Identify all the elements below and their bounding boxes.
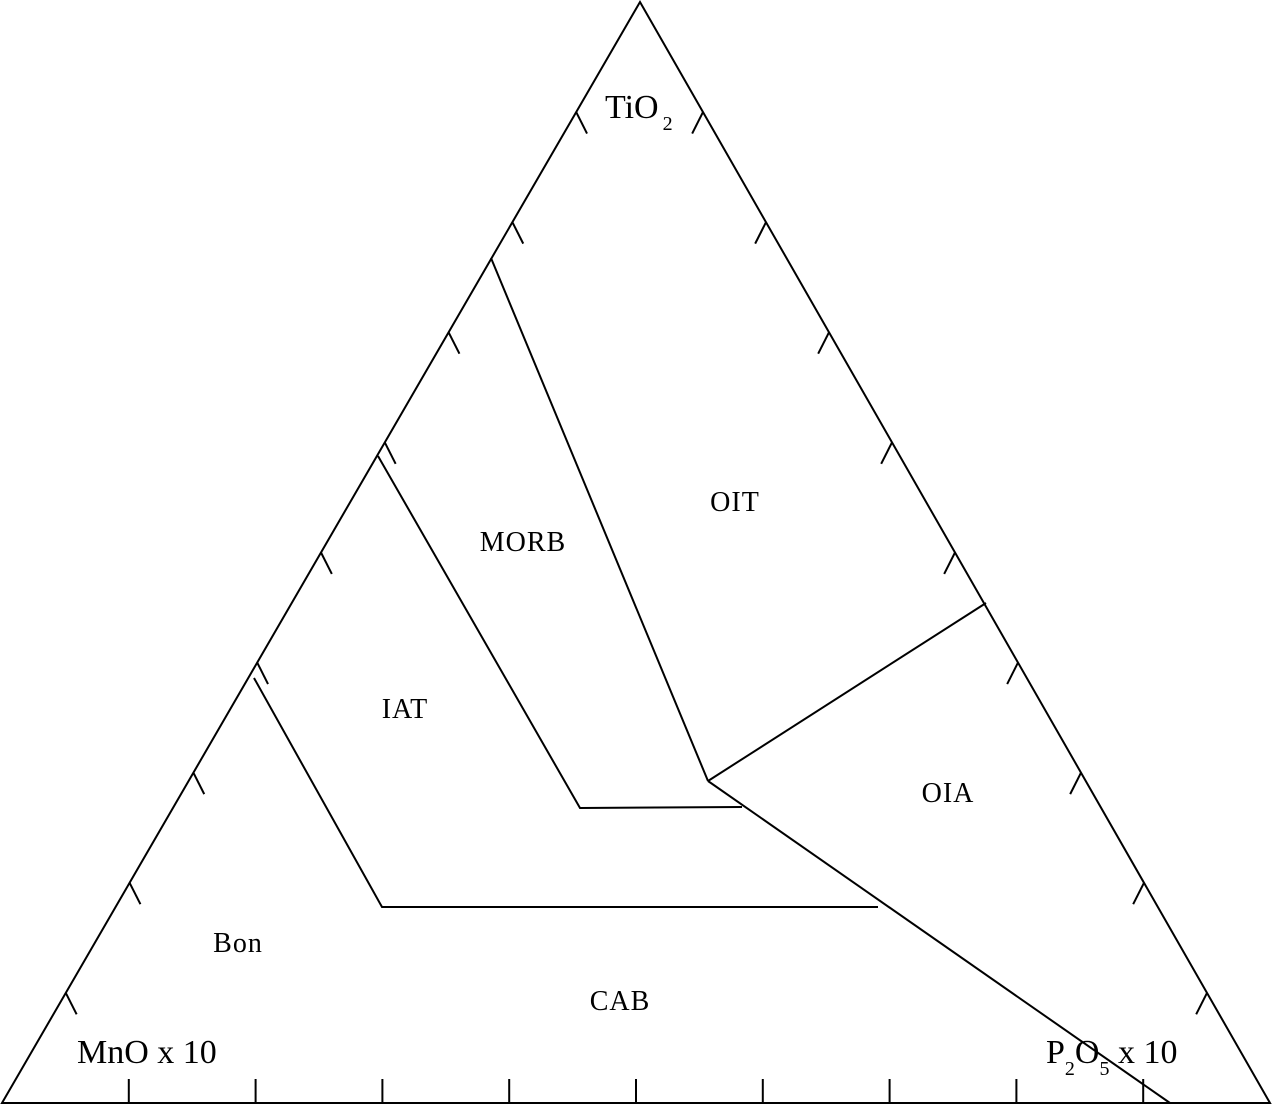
apex-label-mno: MnO x 10 xyxy=(77,1034,217,1071)
tick-left-2 xyxy=(511,221,525,245)
tick-right-8 xyxy=(1132,882,1145,905)
field-label-morb: MORB xyxy=(480,527,566,558)
tick-left-9 xyxy=(64,992,78,1015)
tick-left-8 xyxy=(128,882,142,905)
tick-right-1 xyxy=(691,111,704,134)
field-boundaries xyxy=(253,257,1171,1104)
tick-left-5 xyxy=(320,552,333,575)
tick-right-7 xyxy=(1069,772,1082,795)
tick-right-2 xyxy=(754,221,767,245)
tick-left-7 xyxy=(192,772,206,795)
tick-marks xyxy=(64,111,1208,1103)
apex-label-tio2: TiO 2 xyxy=(605,89,673,135)
tick-right-3 xyxy=(817,331,830,355)
boundary-oit-oia xyxy=(707,602,987,782)
field-label-oia: OIA xyxy=(922,778,975,809)
tick-right-9 xyxy=(1195,992,1208,1015)
tick-right-6 xyxy=(1006,662,1019,685)
boundary-oia-cab xyxy=(707,780,1171,1104)
apex-label-p2o5: P2O5 x 10 xyxy=(1046,1034,1177,1080)
tick-right-4 xyxy=(880,441,893,465)
tick-left-4 xyxy=(383,441,397,465)
field-label-bon: Bon xyxy=(213,928,263,959)
field-label-oit: OIT xyxy=(710,487,760,518)
boundary-morb-oit xyxy=(490,257,709,782)
field-label-iat: IAT xyxy=(382,694,429,725)
tick-left-6 xyxy=(256,662,269,685)
boundary-iat-morb xyxy=(377,455,743,810)
tick-right-5 xyxy=(943,552,956,575)
field-label-cab: CAB xyxy=(590,986,651,1017)
tick-left-1 xyxy=(575,111,588,134)
tick-left-3 xyxy=(447,331,461,355)
boundary-bon-iat xyxy=(253,677,878,908)
